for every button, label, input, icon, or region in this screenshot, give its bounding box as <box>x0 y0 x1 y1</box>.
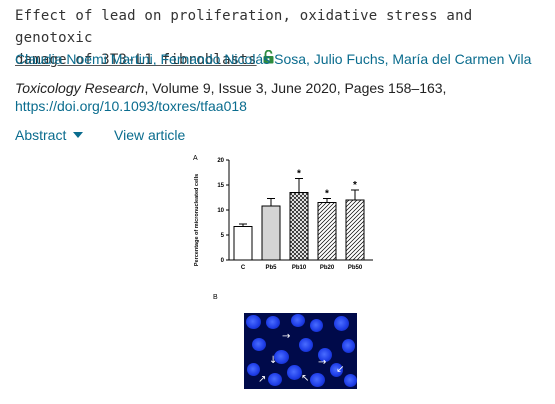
title-line-1[interactable]: Effect of lead on proliferation, oxidati… <box>15 8 473 46</box>
nucleus <box>342 339 355 353</box>
nucleus <box>287 365 302 380</box>
abstract-label: Abstract <box>15 127 67 143</box>
bar-chart: A Percentage of micronucleated cells 0 5 1… <box>193 155 373 271</box>
arrow-marker: ↗ <box>258 374 267 385</box>
nucleus <box>344 374 357 387</box>
nucleus <box>274 350 289 364</box>
open-lock-icon <box>263 49 274 71</box>
arrow-marker: ↓ <box>269 355 278 366</box>
arrow-marker: → <box>282 331 291 342</box>
bar-pb50 <box>345 199 365 261</box>
bar-pb20 <box>317 202 337 261</box>
caret-down-icon <box>73 132 84 138</box>
nucleus <box>310 373 325 387</box>
micrograph: → ↓ → ↗ ↙ ↖ <box>244 313 357 389</box>
abstract-toggle[interactable]: Abstract <box>15 127 84 143</box>
nucleus <box>310 319 323 332</box>
nucleus <box>246 315 261 329</box>
panel-a-label: A <box>193 155 198 162</box>
arrow-marker: ↖ <box>301 373 310 384</box>
panel-b-label: B <box>213 294 218 301</box>
significance-star: * <box>325 189 329 200</box>
x-tick-label: Pb10 <box>292 265 307 271</box>
x-tick-label: C <box>241 265 246 271</box>
nucleus <box>268 373 282 386</box>
nucleus <box>252 338 266 351</box>
y-axis-label: Percentage of micronucleated cells <box>194 174 200 266</box>
y-tick-label: 15 <box>217 183 224 189</box>
significance-star: * <box>297 169 301 180</box>
y-tick-label: 0 <box>221 258 225 264</box>
nucleus <box>247 363 260 376</box>
x-tick-label: Pb20 <box>320 265 335 271</box>
x-tick-label: Pb50 <box>348 265 363 271</box>
article-title[interactable]: Effect of lead on proliferation, oxidati… <box>15 5 550 71</box>
x-tick-label: Pb5 <box>265 265 277 271</box>
y-tick-label: 10 <box>217 208 224 214</box>
y-tick-label: 5 <box>221 233 225 239</box>
y-tick-label: 20 <box>217 158 224 164</box>
bar-pb5 <box>261 205 281 261</box>
author-list[interactable]: Claudia Noemi Martini, Fernando Nicolás … <box>15 51 532 67</box>
arrow-marker: ↙ <box>336 364 345 375</box>
citation: Toxicology Research, Volume 9, Issue 3, … <box>15 80 446 96</box>
nucleus <box>299 338 313 352</box>
nucleus <box>330 363 343 377</box>
significance-star: * <box>353 180 357 191</box>
title-line-2[interactable]: damage of 3T3-L1 fibroblasts <box>15 52 257 68</box>
nucleus <box>291 314 305 327</box>
arrow-marker: → <box>318 357 327 368</box>
nucleus <box>318 348 332 362</box>
nucleus <box>266 316 280 329</box>
bar-pb10 <box>289 192 309 261</box>
view-article-link[interactable]: View article <box>114 127 186 143</box>
nucleus <box>334 316 349 331</box>
citation-details: , Volume 9, Issue 3, June 2020, Pages 15… <box>144 80 447 96</box>
doi-link[interactable]: https://doi.org/10.1093/toxres/tfaa018 <box>15 98 247 114</box>
bar-c <box>233 226 253 261</box>
chart-plot-area: 0 5 10 15 20 C Pb5 Pb10 * Pb20 * Pb50 * <box>217 158 373 271</box>
journal-name: Toxicology Research <box>15 80 145 96</box>
